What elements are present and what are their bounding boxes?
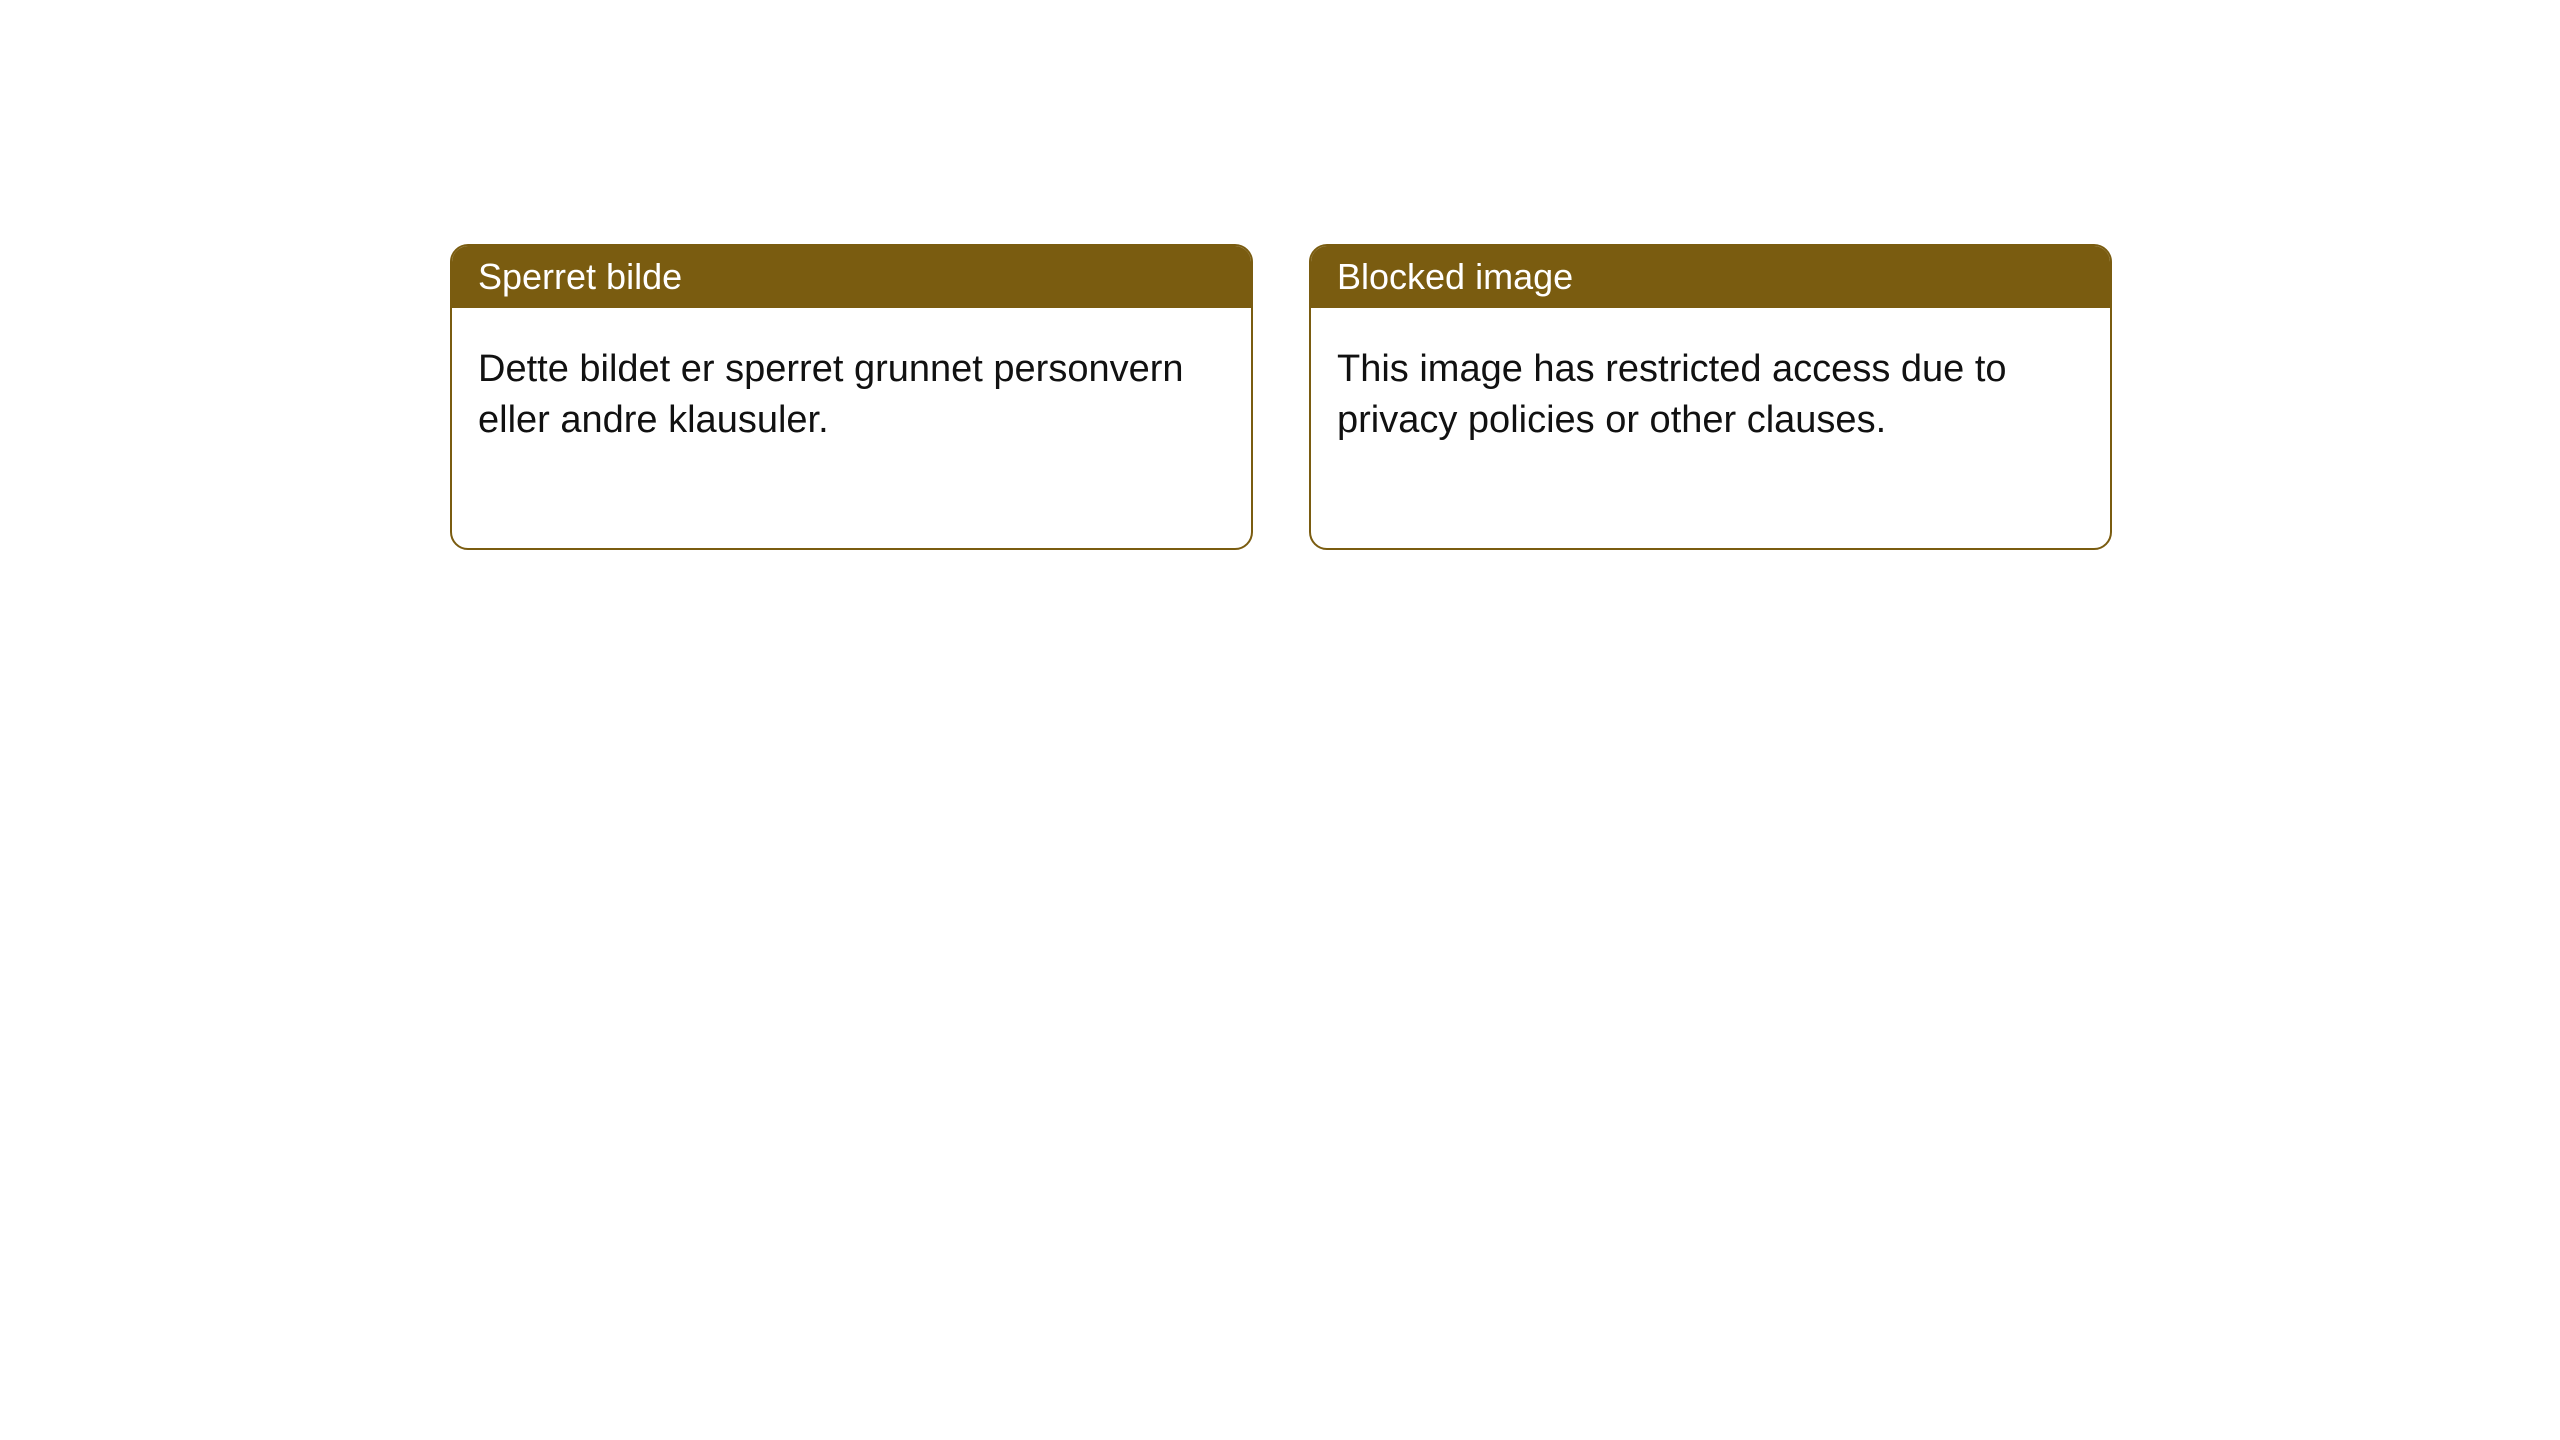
notice-header: Sperret bilde [452, 246, 1251, 308]
notice-title: Sperret bilde [478, 256, 682, 297]
notice-card-norwegian: Sperret bilde Dette bildet er sperret gr… [450, 244, 1253, 550]
notice-card-english: Blocked image This image has restricted … [1309, 244, 2112, 550]
notice-body: This image has restricted access due to … [1311, 308, 2110, 548]
notice-message: This image has restricted access due to … [1337, 348, 2007, 441]
notice-body: Dette bildet er sperret grunnet personve… [452, 308, 1251, 548]
notice-title: Blocked image [1337, 256, 1573, 297]
notice-message: Dette bildet er sperret grunnet personve… [478, 348, 1184, 441]
notice-container: Sperret bilde Dette bildet er sperret gr… [0, 0, 2560, 550]
notice-header: Blocked image [1311, 246, 2110, 308]
